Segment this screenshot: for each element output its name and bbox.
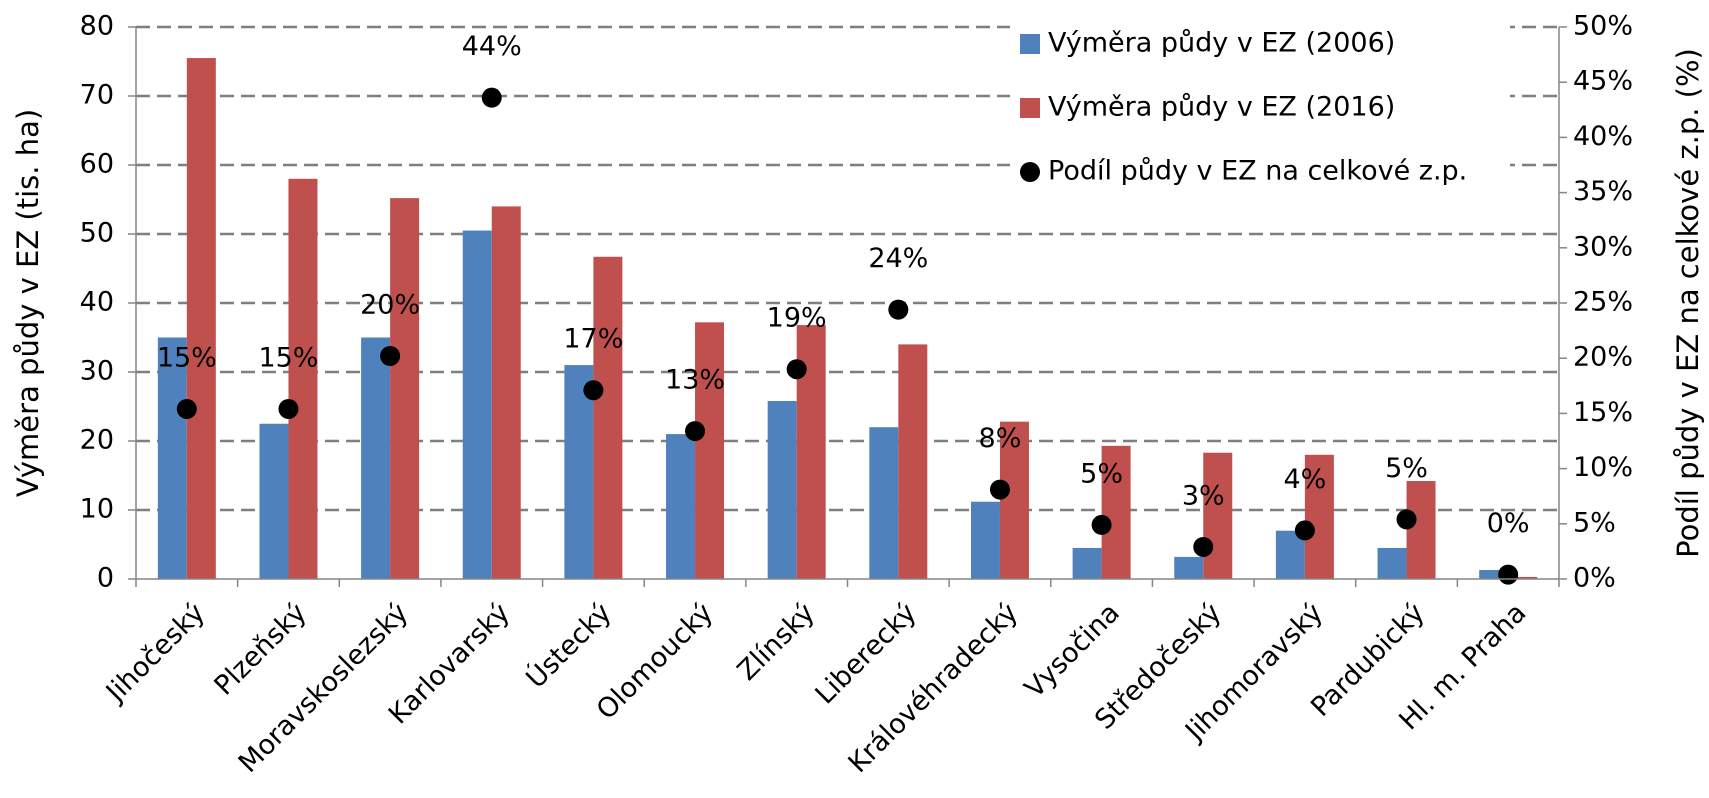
data-label: 8% xyxy=(979,423,1022,454)
data-label: 15% xyxy=(157,342,217,373)
data-label: 0% xyxy=(1487,508,1530,539)
dot xyxy=(1396,509,1417,530)
dot xyxy=(685,421,706,442)
dot xyxy=(481,87,502,108)
dot xyxy=(1091,514,1112,535)
data-label: 15% xyxy=(258,342,318,373)
bar xyxy=(390,198,420,579)
y-tick-label: 10 xyxy=(80,494,114,525)
data-label: 17% xyxy=(563,324,623,355)
y2-tick-label: 10% xyxy=(1573,452,1633,483)
dot xyxy=(1294,520,1315,541)
dot xyxy=(1193,536,1214,557)
y2-tick-label: 0% xyxy=(1573,563,1616,594)
data-label: 4% xyxy=(1283,464,1326,495)
data-label: 20% xyxy=(360,289,420,320)
bar xyxy=(462,230,492,580)
bar xyxy=(695,322,725,579)
dot xyxy=(278,398,299,419)
data-label: 19% xyxy=(767,303,827,334)
dot xyxy=(380,345,401,366)
y2-tick-label: 20% xyxy=(1573,342,1633,373)
legend-label: Podíl půdy v EZ na celkové z.p. xyxy=(1048,156,1467,187)
bar xyxy=(288,178,318,580)
y-tick-label: 30 xyxy=(80,356,114,387)
y2-tick-label: 35% xyxy=(1573,176,1633,207)
y2-tick-label: 50% xyxy=(1573,11,1633,42)
bar xyxy=(898,344,928,579)
y2-axis-title: Podíl půdy v EZ na celkové z.p. (%) xyxy=(1671,48,1705,558)
y2-tick-label: 25% xyxy=(1573,287,1633,318)
bar xyxy=(1406,481,1436,579)
legend-swatch xyxy=(1020,162,1040,182)
x-tick-label: Plzeňský xyxy=(208,597,312,701)
y-tick-label: 60 xyxy=(80,149,114,180)
dot xyxy=(989,479,1010,500)
bar xyxy=(491,206,521,579)
data-label: 5% xyxy=(1080,458,1123,489)
bar xyxy=(157,337,187,579)
data-label: 3% xyxy=(1182,480,1225,511)
y-tick-label: 40 xyxy=(80,287,114,318)
bar xyxy=(1203,452,1233,579)
bar xyxy=(1101,445,1131,579)
y-tick-label: 0 xyxy=(97,563,114,594)
bar xyxy=(1174,556,1204,579)
y-tick-label: 20 xyxy=(80,425,114,456)
y2-tick-label: 15% xyxy=(1573,397,1633,428)
bar xyxy=(999,421,1029,579)
bar xyxy=(564,365,594,579)
bar xyxy=(970,501,1000,579)
x-tick-label: Ústecký xyxy=(520,597,618,695)
y-tick-label: 80 xyxy=(80,11,114,42)
dot xyxy=(1498,564,1519,585)
y2-tick-label: 40% xyxy=(1573,121,1633,152)
bar xyxy=(869,427,899,579)
legend-swatch xyxy=(1020,34,1040,54)
data-label: 24% xyxy=(868,243,928,274)
legend-background xyxy=(1010,14,1510,211)
x-tick-label: Královéhradecký xyxy=(843,597,1025,779)
bar xyxy=(186,58,216,580)
x-tick-label: Jihočeský xyxy=(99,597,211,709)
bar xyxy=(361,337,391,579)
bar xyxy=(593,256,623,579)
bar xyxy=(1508,576,1538,579)
bar xyxy=(767,400,797,579)
data-label: 5% xyxy=(1385,453,1428,484)
legend-label: Výměra půdy v EZ (2006) xyxy=(1048,28,1395,59)
bar xyxy=(259,423,289,579)
data-label: 44% xyxy=(462,31,522,62)
y2-tick-label: 45% xyxy=(1573,66,1633,97)
y-tick-label: 50 xyxy=(80,218,114,249)
y-tick-label: 70 xyxy=(80,80,114,111)
y2-tick-label: 5% xyxy=(1573,507,1616,538)
y-axis-title: Výměra půdy v EZ (tis. ha) xyxy=(11,109,45,497)
bar xyxy=(1304,454,1334,579)
dot xyxy=(583,380,604,401)
legend-swatch xyxy=(1020,98,1040,118)
bar xyxy=(1479,570,1509,579)
x-tick-label: Moravskoslezský xyxy=(233,597,415,779)
dot xyxy=(888,299,909,320)
dot xyxy=(176,398,197,419)
x-tick-label: Vysočina xyxy=(1019,597,1126,704)
y2-tick-label: 30% xyxy=(1573,231,1633,262)
legend-label: Výměra půdy v EZ (2016) xyxy=(1048,92,1395,123)
data-label: 13% xyxy=(665,365,725,396)
dot xyxy=(786,359,807,380)
bar xyxy=(1377,547,1407,579)
x-tick-label: Zlínský xyxy=(732,597,821,686)
bar xyxy=(1072,547,1102,579)
bar xyxy=(666,434,696,579)
